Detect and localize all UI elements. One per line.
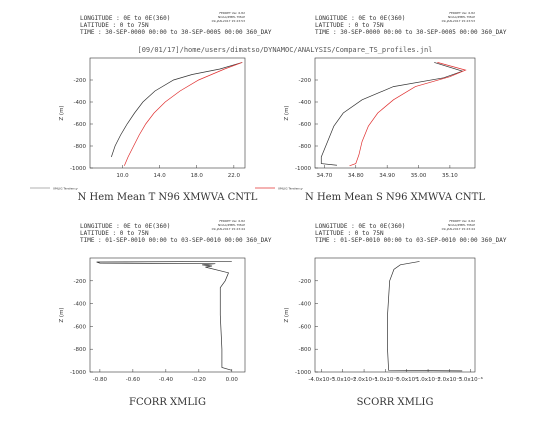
x-tick-label: 22.0 (228, 173, 241, 179)
x-tick-label: 34.90 (379, 173, 395, 179)
stamp-line: NOAA/PMEL TMAP (218, 15, 245, 19)
x-tick-label: -0.60 (126, 377, 141, 383)
y-tick-label: -800 (299, 347, 312, 353)
profile-line (111, 62, 243, 158)
x-tick-label: 18.0 (191, 173, 204, 179)
y-tick-label: -200 (74, 279, 87, 285)
y-tick-label: -1000 (70, 166, 86, 172)
y-tick-label: -1000 (70, 370, 86, 376)
y-tick-label: -600 (299, 122, 312, 128)
y-tick-label: -400 (299, 302, 312, 308)
y-tick-label: -200 (299, 279, 312, 285)
y-tick-label: -200 (299, 78, 312, 84)
y-tick-label: -1000 (295, 166, 311, 172)
x-tick-label: 2.0x10⁻⁶ (437, 376, 462, 383)
y-tick-label: -400 (74, 302, 87, 308)
header-line: LONGITUDE : 0E to 0E(360) (315, 15, 405, 22)
y-tick-label: -400 (299, 100, 312, 106)
y-tick-label: -200 (74, 78, 87, 84)
header-line: LONGITUDE : 0E to 0E(360) (315, 223, 405, 230)
header-line: TIME : 30-SEP-0000 00:00 to 30-SEP-0005 … (80, 29, 272, 36)
y-axis-label: Z (m) (59, 105, 65, 120)
header-line: LATITUDE : 0 to 75N (315, 22, 384, 29)
stamp-line: 09-JAN-2017 15:23:44 (212, 227, 245, 231)
y-tick-label: -600 (74, 324, 87, 330)
stamp-line: NOAA/PMEL TMAP (448, 223, 475, 227)
y-axis-label: Z (m) (284, 307, 290, 322)
stamp-line: NOAA/PMEL TMAP (448, 15, 475, 19)
header-line: TIME : 01-SEP-0010 00:00 to 03-SEP-0010 … (315, 237, 507, 244)
stamp-line: FERRET Ver. 6.82 (449, 219, 475, 223)
stamp-line: NOAA/PMEL TMAP (218, 223, 245, 227)
panel-title: N Hem Mean S N96 XMWVA CNTL (305, 192, 485, 203)
y-tick-label: -800 (74, 144, 87, 150)
stamp-line: 09-JAN-2017 15:23:53 (442, 19, 475, 23)
profile-line (124, 62, 243, 166)
stamp-line: 09-JAN-2017 15:23:53 (212, 19, 245, 23)
stamp-line: FERRET Ver. 6.82 (219, 219, 245, 223)
header-line: LONGITUDE : 0E to 0E(360) (80, 15, 170, 22)
header-line: LATITUDE : 0 to 75N (80, 22, 149, 29)
header-line: TIME : 30-SEP-0000 00:00 to 30-SEP-0005 … (315, 29, 507, 36)
y-tick-label: -600 (74, 122, 87, 128)
file-path: [09/01/17]/home/users/dimatso/DYNAMOC/AN… (137, 46, 432, 54)
x-tick-label: -0.40 (159, 377, 174, 383)
x-tick-label: -2.0x10⁻⁶ (351, 376, 378, 383)
y-tick-label: -800 (74, 347, 87, 353)
profile-line (320, 62, 464, 166)
x-tick-label: 14.0 (153, 173, 166, 179)
y-tick-label: -800 (299, 144, 312, 150)
y-tick-label: -600 (299, 324, 312, 330)
x-tick-label: 1.0x10⁻⁶ (416, 376, 441, 383)
header-line: LONGITUDE : 0E to 0E(360) (80, 223, 170, 230)
panel-title: N Hem Mean T N96 XMWVA CNTL (78, 192, 258, 203)
profile-line (96, 261, 232, 371)
stamp-line: 09-JAN-2017 15:23:44 (442, 227, 475, 231)
plot-frame (314, 57, 476, 169)
legend-label: XMLIG Tendency (53, 187, 78, 191)
x-tick-label: 10.0 (116, 173, 129, 179)
y-axis-label: Z (m) (59, 307, 65, 322)
x-tick-label: 0.00 (226, 377, 239, 383)
x-tick-label: -4.0x10⁻⁶ (308, 376, 335, 383)
x-tick-label: 34.80 (348, 173, 364, 179)
stamp-line: FERRET Ver. 6.82 (449, 11, 475, 15)
profile-line (349, 62, 467, 167)
y-tick-label: -1000 (295, 370, 311, 376)
plot-frame (89, 57, 246, 169)
x-tick-label: 35.10 (442, 173, 458, 179)
x-tick-label: 0.0x10⁰ (396, 376, 418, 383)
x-tick-label: 3.0x10⁻⁶ (459, 376, 484, 383)
plot-frame (89, 257, 246, 373)
x-tick-label: -0.20 (192, 377, 207, 383)
legend-label: XMLIG Tendency (278, 187, 303, 191)
stamp-line: FERRET Ver. 6.82 (219, 11, 245, 15)
header-line: LATITUDE : 0 to 75N (80, 230, 149, 237)
y-tick-label: -400 (74, 100, 87, 106)
x-tick-label: 34.70 (317, 173, 333, 179)
x-tick-label: -0.80 (93, 377, 108, 383)
header-line: TIME : 01-SEP-0010 00:00 to 03-SEP-0010 … (80, 237, 272, 244)
x-tick-label: 35.00 (411, 173, 427, 179)
panel-title: SCORR XMLIG (357, 397, 434, 408)
panel-title: FCORR XMLIG (129, 397, 206, 408)
y-axis-label: Z (m) (284, 105, 290, 120)
x-tick-label: -3.0x10⁻⁶ (330, 376, 357, 383)
x-tick-label: -1.0x10⁻⁶ (372, 376, 399, 383)
plot-frame (314, 257, 476, 373)
header-line: LATITUDE : 0 to 75N (315, 230, 384, 237)
profile-line (387, 261, 463, 372)
